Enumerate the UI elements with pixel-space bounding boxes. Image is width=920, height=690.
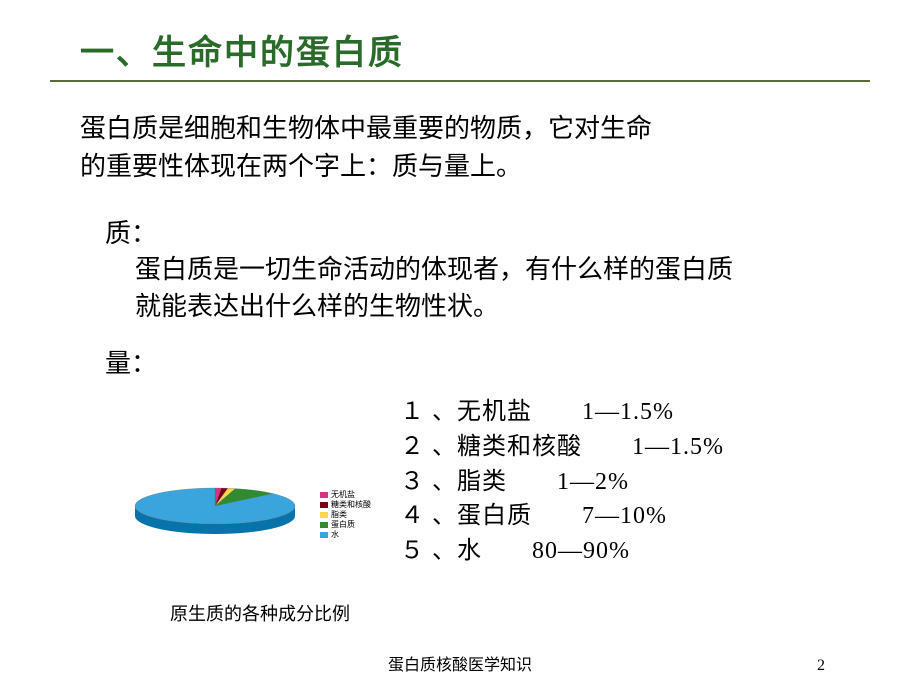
list-idx: １ [400, 399, 425, 425]
legend-swatch [320, 502, 328, 508]
list-idx: ２ [400, 434, 425, 460]
legend-swatch [320, 492, 328, 498]
quality-line-1: 蛋白质是一切生命活动的体现者，有什么样的蛋白质 [135, 252, 850, 288]
intro-line-1: 蛋白质是细胞和生物体中最重要的物质，它对生命 [80, 110, 850, 148]
pie-chart: 无机盐糖类和核酸脂类蛋白质水 [125, 480, 395, 550]
list-item: ３ 、脂类 1—2% [400, 465, 724, 500]
legend-label: 无机盐 [331, 490, 355, 500]
legend-item: 脂类 [320, 510, 371, 520]
legend-label: 水 [331, 530, 339, 540]
quality-label: 质： [105, 213, 870, 250]
quantity-label: 量： [105, 343, 870, 380]
legend-item: 糖类和核酸 [320, 500, 371, 510]
pie-legend: 无机盐糖类和核酸脂类蛋白质水 [320, 490, 371, 540]
list-item: １ 、无机盐 1—1.5% [400, 395, 724, 430]
list-name: 脂类 [457, 469, 507, 495]
list-range: 80—90% [532, 538, 630, 564]
list-name: 无机盐 [457, 399, 532, 425]
legend-label: 脂类 [331, 510, 347, 520]
title-wrap: 一、生命中的蛋白质 [50, 25, 870, 82]
slide-title: 一、生命中的蛋白质 [80, 25, 870, 74]
intro-text: 蛋白质是细胞和生物体中最重要的物质，它对生命 的重要性体现在两个字上：质与量上。 [80, 110, 850, 185]
list-name: 蛋白质 [457, 503, 532, 529]
list-range: 1—2% [557, 469, 629, 495]
list-range: 1—1.5% [632, 434, 724, 460]
page-number: 2 [817, 657, 825, 675]
legend-label: 蛋白质 [331, 520, 355, 530]
legend-item: 水 [320, 530, 371, 540]
legend-swatch [320, 512, 328, 518]
list-name: 水 [457, 538, 482, 564]
legend-swatch [320, 522, 328, 528]
footer-title: 蛋白质核酸医学知识 [388, 651, 532, 675]
chart-caption: 原生质的各种成分比例 [170, 600, 350, 626]
legend-item: 无机盐 [320, 490, 371, 500]
list-item: ４ 、蛋白质 7—10% [400, 499, 724, 534]
list-idx: ５ [400, 538, 425, 564]
pie-chart-svg [125, 480, 315, 540]
list-item: ２ 、糖类和核酸 1—1.5% [400, 430, 724, 465]
list-item: ５ 、水 80—90% [400, 534, 724, 569]
list-idx: ４ [400, 503, 425, 529]
list-range: 7—10% [582, 503, 667, 529]
list-idx: ３ [400, 469, 425, 495]
list-range: 1—1.5% [582, 399, 674, 425]
intro-line-2: 的重要性体现在两个字上：质与量上。 [80, 148, 850, 186]
legend-item: 蛋白质 [320, 520, 371, 530]
quality-line-2: 就能表达出什么样的生物性状。 [135, 289, 850, 325]
list-name: 糖类和核酸 [457, 434, 582, 460]
composition-list: １ 、无机盐 1—1.5% ２ 、糖类和核酸 1—1.5% ３ 、脂类 1—2%… [400, 395, 724, 569]
slide-container: 一、生命中的蛋白质 蛋白质是细胞和生物体中最重要的物质，它对生命 的重要性体现在… [0, 0, 920, 690]
legend-swatch [320, 532, 328, 538]
legend-label: 糖类和核酸 [331, 500, 371, 510]
quality-body: 蛋白质是一切生命活动的体现者，有什么样的蛋白质 就能表达出什么样的生物性状。 [135, 252, 850, 325]
